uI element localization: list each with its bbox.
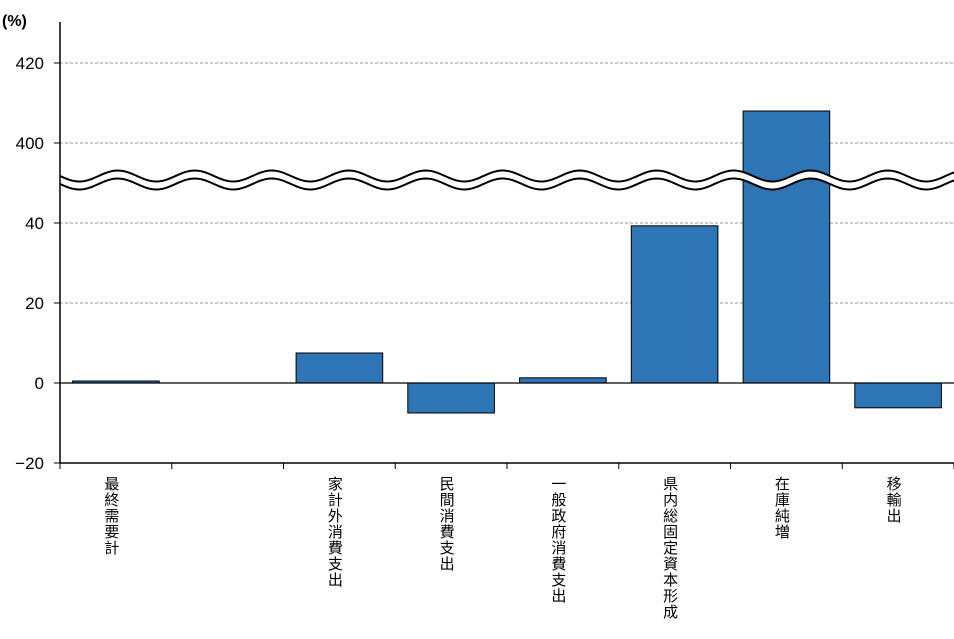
x-category-char: 計 — [328, 491, 343, 509]
x-category-char: 費 — [440, 523, 455, 541]
x-category-char: 輸 — [887, 491, 902, 509]
x-category-char: 出 — [440, 555, 455, 573]
x-category-char: 支 — [440, 539, 455, 557]
bar — [854, 382, 942, 409]
x-category-char: 在 — [775, 475, 790, 493]
bar — [519, 377, 607, 384]
x-category-char: 移 — [887, 475, 902, 493]
x-category-char: 純 — [775, 507, 790, 525]
x-category-char: 政 — [551, 507, 566, 525]
x-category-char: 費 — [328, 539, 343, 557]
x-category-char: 内 — [663, 491, 678, 509]
axes — [54, 22, 954, 469]
break-wave-bottom — [59, 177, 954, 191]
bar — [295, 352, 384, 384]
x-category-char: 計 — [104, 539, 119, 557]
x-category-char: 本 — [663, 571, 678, 589]
x-category-char: 間 — [440, 491, 455, 509]
bar — [407, 382, 495, 414]
x-category-labels: 最終需要計家計外消費支出民間消費支出一般政府消費支出県内総固定資本形成在庫純増移… — [104, 475, 901, 621]
x-category-char: 民 — [440, 475, 455, 493]
y-tick-label: 0 — [35, 374, 44, 393]
axis-break-mark — [59, 169, 954, 191]
x-category-char: 一 — [551, 475, 566, 493]
bars — [72, 110, 942, 414]
x-category-char: 外 — [328, 507, 343, 525]
x-category-char: 支 — [328, 555, 343, 573]
y-tick-label: 420 — [16, 54, 44, 73]
x-category-char: 県 — [663, 475, 678, 493]
bar — [742, 110, 831, 384]
x-category-char: 消 — [440, 507, 455, 525]
y-unit-label: (%) — [2, 13, 27, 30]
x-category-char: 出 — [887, 507, 902, 525]
x-category-char: 支 — [551, 571, 566, 589]
x-category-char: 般 — [551, 491, 566, 509]
x-category-char: 要 — [104, 523, 119, 541]
x-category-char: 固 — [663, 523, 678, 541]
break-wave-top — [59, 169, 954, 183]
x-category-label: 移輸出 — [887, 475, 902, 525]
x-category-char: 最 — [104, 475, 119, 493]
x-category-char: 消 — [328, 523, 343, 541]
y-tick-label: 40 — [25, 214, 44, 233]
x-category-char: 形 — [663, 587, 678, 605]
break-band — [60, 170, 954, 190]
x-category-char: 庫 — [775, 491, 790, 509]
x-category-char: 出 — [328, 571, 343, 589]
x-category-char: 消 — [551, 539, 566, 557]
x-category-char: 終 — [104, 491, 119, 509]
y-tick-labels: 420 400 40 20 0 −20 — [15, 54, 44, 473]
x-category-char: 出 — [551, 587, 566, 605]
x-category-char: 費 — [551, 555, 566, 573]
x-category-char: 資 — [663, 555, 678, 573]
x-category-char: 家 — [328, 475, 343, 493]
x-category-char: 府 — [551, 523, 566, 541]
x-category-char: 定 — [663, 539, 678, 557]
x-category-char: 総 — [663, 507, 678, 525]
x-category-char: 増 — [775, 523, 790, 541]
y-tick-label: −20 — [15, 454, 44, 473]
x-category-char: 需 — [104, 507, 119, 525]
bar — [630, 225, 719, 384]
y-tick-label: 20 — [25, 294, 44, 313]
x-category-char: 成 — [663, 603, 678, 621]
y-tick-label: 400 — [16, 134, 44, 153]
